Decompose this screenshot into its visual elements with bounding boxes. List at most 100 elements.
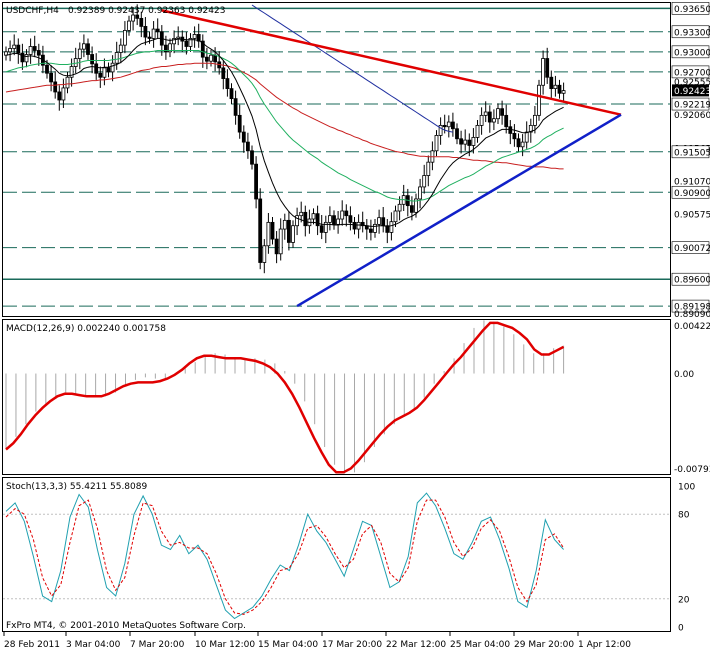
moving-averages: [5, 4, 564, 227]
candle-body: [143, 26, 148, 38]
candle-body: [184, 40, 189, 47]
price-tick-label: 0.91070: [674, 177, 710, 187]
level-label: 0.93300: [674, 28, 710, 38]
candle-body: [467, 139, 472, 146]
time-tick-label: 10 Mar 12:00: [195, 640, 255, 650]
level-box: [671, 2, 710, 15]
candle-body: [110, 62, 115, 73]
stoch-tick-label: 20: [678, 595, 690, 605]
candle-body: [233, 98, 238, 116]
candle-body: [303, 211, 308, 227]
candle-body: [336, 218, 341, 225]
candle-body: [286, 219, 291, 243]
candle-body: [323, 221, 328, 233]
candle-body: [196, 34, 201, 42]
time-tick-label: 22 Mar 12:00: [386, 640, 446, 650]
candle-body: [414, 198, 418, 213]
level-box: [671, 185, 710, 199]
macd-signal-path: [5, 321, 565, 474]
candle-body: [442, 124, 447, 128]
candle-body: [90, 54, 94, 65]
candle-body: [147, 36, 152, 39]
candle-body: [516, 138, 521, 148]
candle-body: [344, 210, 349, 217]
candle-body: [32, 46, 37, 51]
level-label: 0.90900: [674, 189, 710, 199]
candle-body: [24, 54, 29, 63]
stoch-tick-label: 0: [678, 624, 684, 634]
price-tick-label: 0.92060: [674, 111, 710, 121]
level-label: 0.91505: [674, 148, 710, 158]
candle-body: [512, 133, 517, 140]
candle-body: [250, 150, 254, 165]
candle-body: [389, 221, 394, 233]
candle-body: [12, 44, 17, 49]
candle-body: [475, 124, 480, 138]
stoch-lines: [5, 492, 565, 620]
copyright-text: FxPro MT4, © 2001-2010 MetaQuotes Softwa…: [6, 621, 246, 631]
candle-body: [172, 38, 177, 45]
candle-body: [393, 210, 398, 223]
candle-body: [188, 38, 193, 47]
level-label: 0.92700: [674, 68, 710, 78]
candle-body: [258, 198, 263, 263]
macd-pane-frame: [2, 319, 671, 475]
candle-body: [254, 163, 259, 200]
candle-body: [131, 14, 136, 22]
time-tick-label: 17 Mar 20:00: [322, 640, 382, 650]
candle-body: [86, 43, 90, 55]
candle-body: [295, 215, 300, 227]
candle-body: [479, 114, 484, 126]
candle-body: [168, 43, 172, 53]
macd-tick-label: 0.004227: [674, 322, 710, 332]
candle-body: [299, 211, 304, 217]
price-candles: [4, 4, 566, 274]
candle-body: [36, 50, 41, 56]
candle-body: [377, 217, 382, 225]
level-label: 0.93000: [674, 48, 710, 58]
candle-body: [28, 46, 33, 55]
candle-body: [61, 87, 66, 101]
candle-body: [327, 215, 332, 223]
candle-body: [422, 175, 427, 188]
candle-body: [385, 225, 390, 233]
candle-body: [537, 84, 541, 116]
candle-body: [500, 108, 505, 116]
time-tick-label: 29 Mar 20:00: [514, 640, 574, 650]
time-tick-label: 7 Mar 20:00: [130, 640, 185, 650]
candle-body: [266, 221, 271, 247]
time-tick-label: 3 Mar 04:00: [66, 640, 121, 650]
candle-body: [209, 54, 213, 62]
candle-body: [69, 66, 74, 78]
current-price-box: [672, 84, 709, 97]
candle-body: [360, 221, 365, 227]
stoch-pane-frame: [2, 477, 671, 632]
symbol-title: USDCHF,H4: [6, 6, 59, 16]
candle-body: [102, 67, 107, 78]
time-tick-label: 28 Feb 2011: [4, 640, 60, 650]
candle-body: [504, 114, 509, 128]
candle-body: [311, 213, 316, 220]
candle-body: [20, 52, 25, 63]
ma-black-line: [5, 37, 564, 227]
macd-title: MACD(12,26,9) 0.002240 0.001758: [6, 324, 166, 334]
candle-body: [459, 138, 464, 145]
candle-body: [496, 108, 500, 120]
candle-body: [356, 221, 361, 230]
level-box: [671, 272, 710, 286]
candle-body: [409, 205, 414, 213]
macd-axis-labels: 0.004227 0.00 -0.007932: [674, 322, 710, 475]
candle-body: [163, 44, 168, 53]
candle-body: [561, 90, 566, 94]
level-box: [671, 45, 710, 59]
level-label: 0.89198: [674, 303, 710, 313]
candle-body: [94, 63, 99, 74]
candle-body: [49, 72, 53, 83]
candle-body: [528, 124, 533, 133]
support-trendline: [296, 113, 622, 308]
candle-body: [106, 67, 111, 73]
candle-body: [237, 114, 242, 133]
candle-body: [397, 203, 402, 212]
candle-body: [381, 217, 386, 227]
resistance-trendline: [161, 9, 622, 116]
